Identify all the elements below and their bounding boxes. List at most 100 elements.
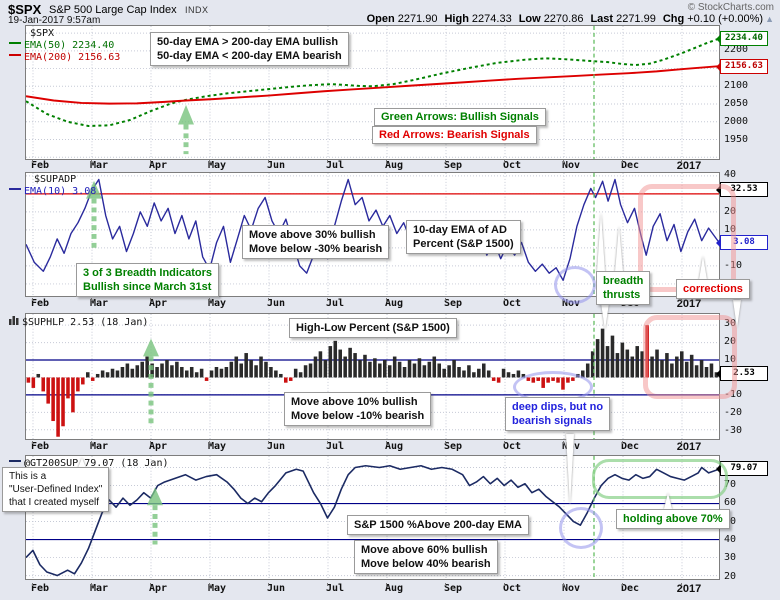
chart-datetime: 19-Jan-2017 9:57am [8, 15, 101, 26]
x-axis-tick [445, 583, 446, 586]
x-axis-month-label: Sep [443, 441, 463, 452]
x-axis-month-label: 2017 [676, 298, 702, 310]
x-axis-tick [209, 160, 210, 163]
hlp-description-note: High-Low Percent (S&P 1500) [289, 318, 457, 338]
ema-rule-line1: 50-day EMA > 200-day EMA bullish [157, 36, 339, 48]
chg-label: Chg [662, 13, 685, 25]
x-axis-month-label: Dec [620, 441, 640, 452]
adp-legend-symbol: $SUPADP [34, 174, 77, 185]
x-axis-tick [327, 441, 328, 444]
x-axis-month-label: Jul [325, 160, 345, 171]
gt200-legend: @GT200SUP 79.07 (18 Jan) [9, 458, 169, 470]
x-axis-month-label: Jun [266, 441, 286, 452]
price-legend-symbol: $SPX [30, 28, 55, 39]
x-axis-month-label: Aug [384, 583, 404, 594]
x-axis-tick [563, 583, 564, 586]
adp-ema-legend: EMA(10) 3.08 [9, 186, 96, 198]
open-label: Open [366, 13, 395, 25]
corrections-callout: corrections [676, 279, 750, 299]
ema-rule-line2: 50-day EMA < 200-day EMA bearish [157, 50, 342, 62]
x-axis-month-label: Jul [325, 298, 345, 309]
x-axis-month-label: Feb [30, 160, 50, 171]
udi-line1: This is a [9, 471, 47, 482]
x-axis-tick [268, 298, 269, 301]
gt200-swatch-icon [9, 460, 21, 462]
x-axis-tick [209, 441, 210, 444]
copyright-label: © StockCharts.com [687, 2, 774, 13]
last-value: 2271.99 [616, 13, 656, 25]
x-axis-tick [268, 160, 269, 163]
y-axis-tick: 2200 [724, 44, 749, 56]
adp-description-line1: 10-day EMA of AD [413, 224, 507, 236]
ema50-legend-label: EMA(50) 2234.40 [24, 40, 115, 51]
x-axis-tick [327, 583, 328, 586]
x-axis-tick [150, 298, 151, 301]
last-label: Last [590, 13, 614, 25]
x-axis-tick [91, 441, 92, 444]
ema200-legend-label: EMA(200) 2156.63 [24, 52, 121, 63]
x-axis-tick [150, 583, 151, 586]
x-axis-tick [445, 160, 446, 163]
x-axis-month-label: Jun [266, 298, 286, 309]
ema200-swatch-icon [9, 54, 21, 56]
open-value: 2271.90 [397, 13, 438, 25]
x-axis-month-label: Apr [148, 160, 168, 171]
x-axis-month-label: Jun [266, 583, 286, 594]
x-axis-tick [504, 160, 505, 163]
y-axis-tick: 70 [724, 479, 737, 490]
x-axis-tick [445, 441, 446, 444]
x-axis-month-label: Oct [502, 441, 522, 452]
move60-note: Move above 60% bullish Move below 40% be… [354, 540, 498, 574]
move30-line2: Move below -30% bearish [249, 243, 383, 255]
x-axis-tick [32, 160, 33, 163]
move10-line2: Move below -10% bearish [291, 410, 425, 422]
x-axis-month-label: Sep [443, 298, 463, 309]
user-defined-index-callout: This is a "User-Defined Index" that I cr… [2, 467, 110, 512]
x-axis-tick [386, 583, 387, 586]
callout-tail [597, 212, 605, 272]
y-axis-tick: -30 [724, 424, 743, 436]
breadth-indicators-note: 3 of 3 Breadth Indicators Bullish since … [76, 263, 219, 297]
x-axis-tick [504, 441, 505, 444]
x-axis-tick [681, 298, 682, 301]
percent-above-description-note: S&P 1500 %Above 200-day EMA [347, 515, 529, 535]
move60-line1: Move above 60% bullish [361, 544, 488, 556]
correction-highlight-hlp [643, 315, 737, 399]
holding-above-70-callout: holding above 70% [616, 509, 730, 529]
x-axis-month-label: Sep [443, 160, 463, 171]
x-axis-month-label: May [207, 583, 227, 594]
x-axis-month-label: Apr [148, 583, 168, 594]
x-axis-month-label: Apr [148, 441, 168, 452]
y-axis-tick: 40 [724, 168, 737, 180]
y-axis-tick: 20 [724, 336, 737, 348]
x-axis-month-label: May [207, 441, 227, 452]
low-value: 2270.86 [543, 13, 584, 25]
move10-note: Move above 10% bullish Move below -10% b… [284, 392, 432, 426]
hlp-legend-label: $SUPHLP 2.53 (18 Jan) [22, 317, 149, 328]
move10-line1: Move above 10% bullish [291, 396, 418, 408]
x-axis-month-label: Apr [148, 298, 168, 309]
x-axis-month-label: Feb [30, 441, 50, 452]
ema10-swatch-icon [9, 188, 21, 190]
x-axis-month-label: Oct [502, 298, 522, 309]
x-axis-month-label: Mar [89, 160, 109, 171]
x-axis-month-label: Aug [384, 441, 404, 452]
x-axis-tick [150, 441, 151, 444]
red-arrows-note: Red Arrows: Bearish Signals [372, 126, 537, 144]
hlp-legend: $SUPHLP 2.53 (18 Jan) [9, 316, 148, 329]
deep-dips-line1: deep dips, but no [512, 401, 604, 413]
y-axis-tick: 30 [724, 552, 737, 564]
x-axis-tick [32, 441, 33, 444]
x-axis-month-label: Oct [502, 583, 522, 594]
chg-value: +0.10 (+0.00%) [687, 13, 764, 25]
x-axis-month-label: Sep [443, 583, 463, 594]
spx-price-svg [26, 26, 719, 159]
holding-above-70-oval [592, 459, 728, 499]
x-axis-month-label: Dec [620, 160, 640, 171]
breadth-thrusts-line1: breadth [603, 275, 644, 287]
udi-line2: "User-Defined Index" [9, 484, 103, 495]
quote-bar: Open 2271.90 High 2274.33 Low 2270.86 Last 2271… [360, 13, 774, 25]
y-axis-tick: -20 [724, 406, 743, 418]
high-value: 2274.33 [471, 13, 512, 25]
